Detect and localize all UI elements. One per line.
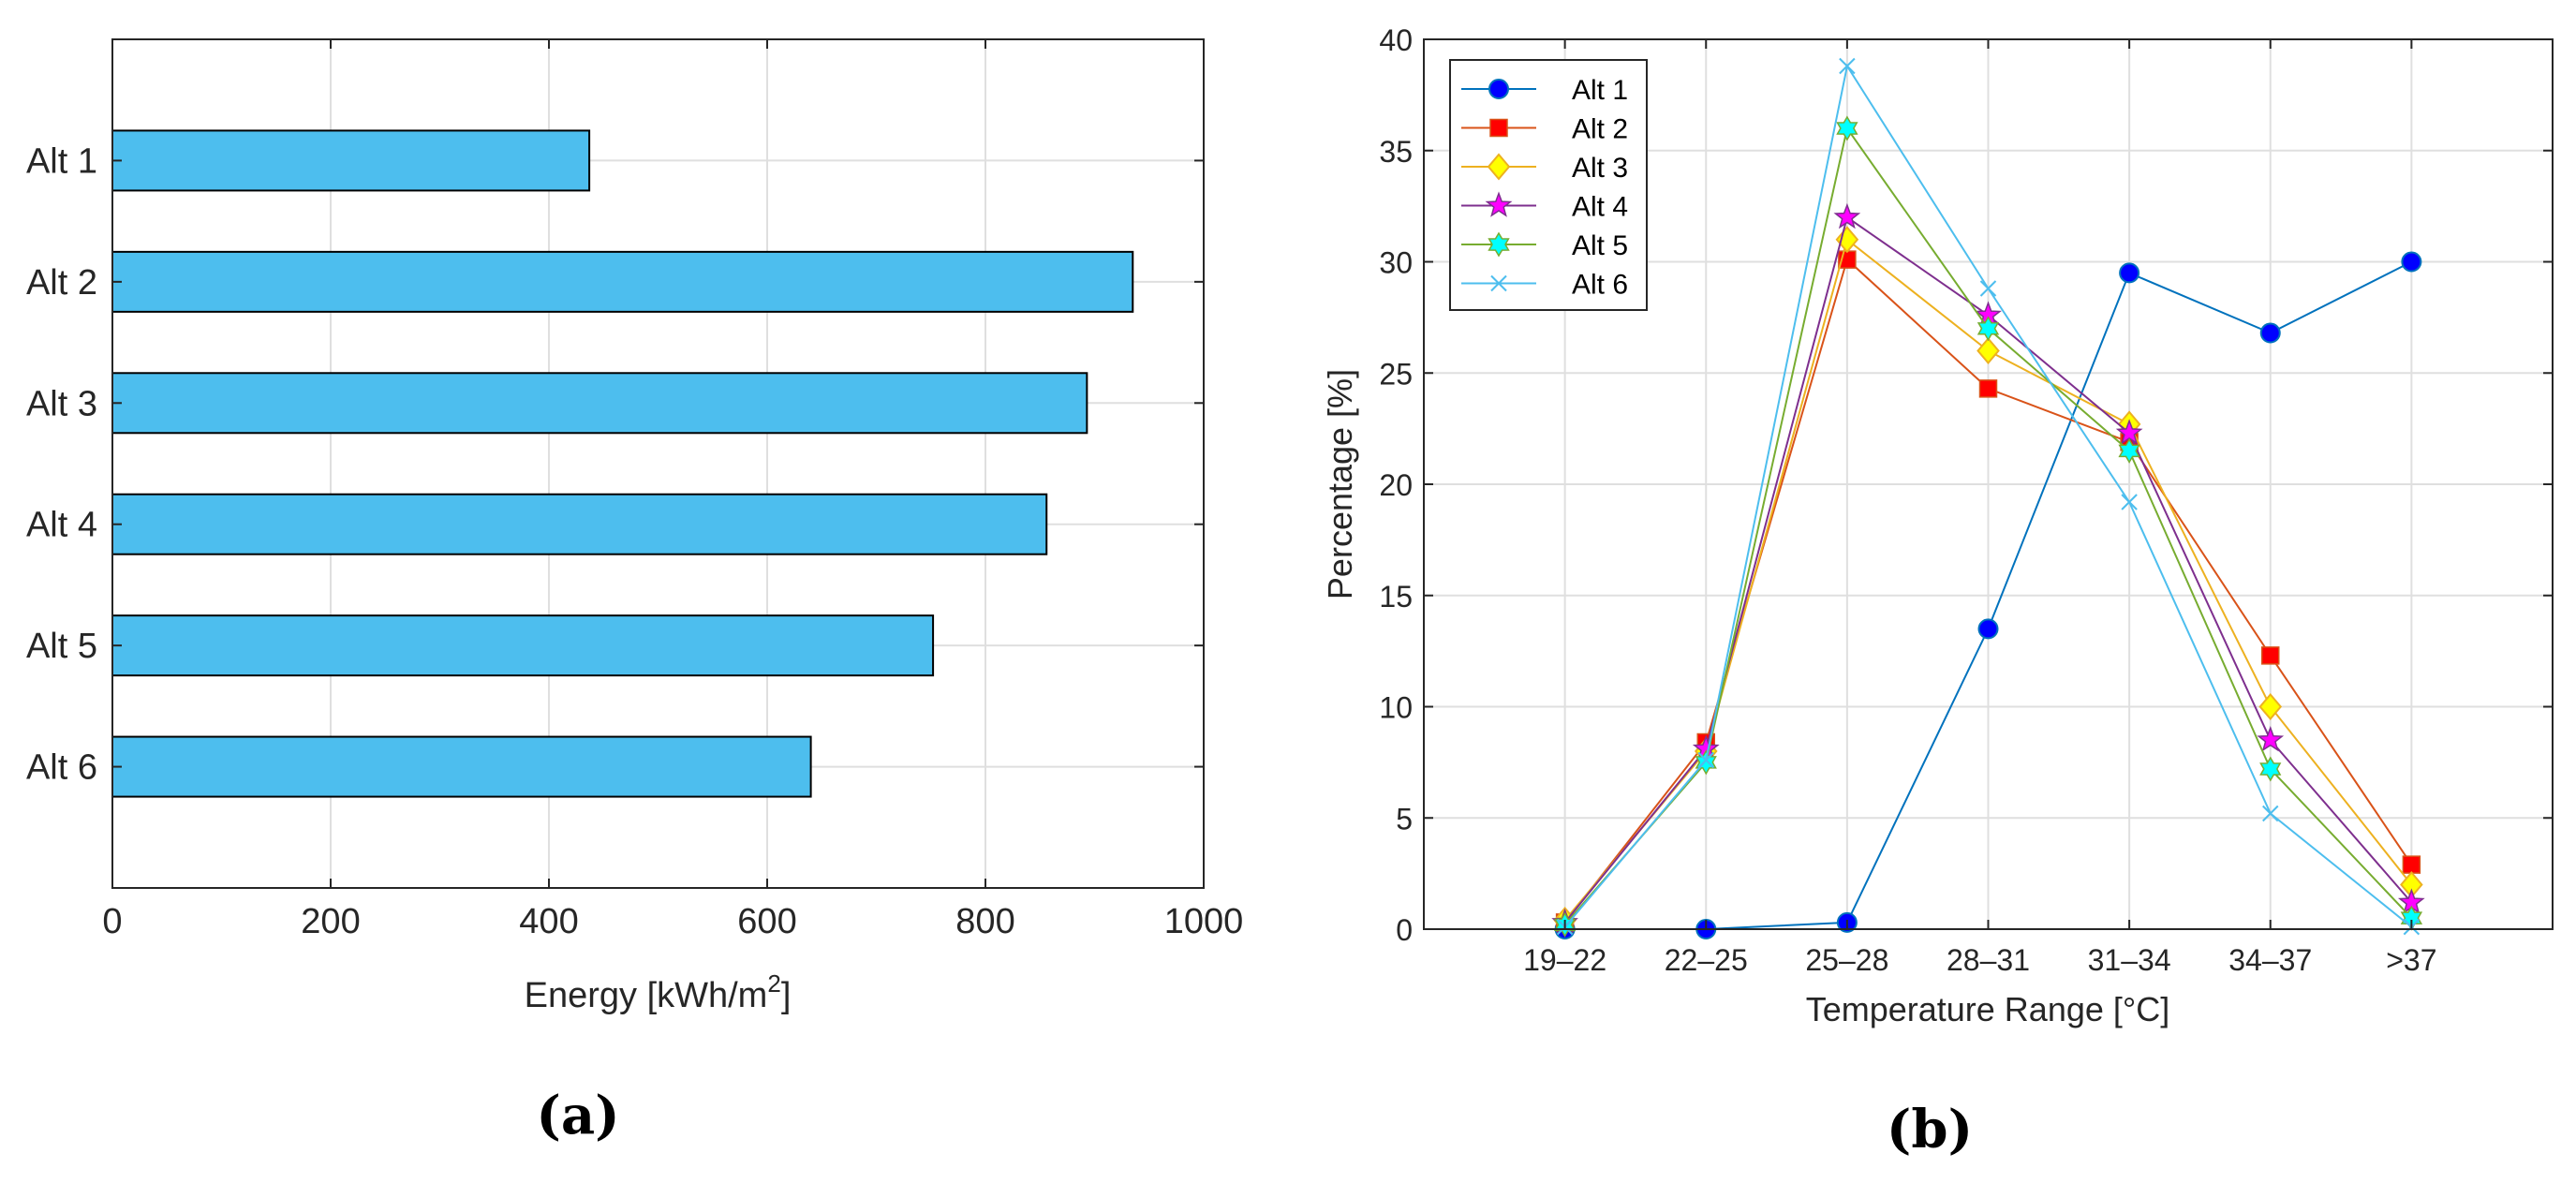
bar-alt-1	[111, 129, 591, 192]
data-point-alt-1	[2401, 251, 2422, 273]
x-tick-label: 1000	[1164, 902, 1244, 941]
bar-alt-4	[111, 493, 1048, 555]
y-tick-label: Alt 3	[26, 384, 97, 423]
legend-label: Alt 6	[1572, 270, 1628, 301]
data-point-alt-2	[2261, 646, 2280, 665]
y-tick-label: 15	[1379, 580, 1413, 614]
data-point-alt-1	[1977, 618, 1999, 640]
bar-chart-panel: 0 200 400 600 800 1000 Alt 1 Alt 2 Alt 3 Alt 4 Alt…	[26, 38, 1243, 1146]
data-point-alt-4	[2115, 419, 2143, 445]
legend-marker-alt-3	[1487, 153, 1511, 181]
legend-marker-alt-6	[1490, 274, 1507, 292]
legend-label: Alt 2	[1572, 114, 1628, 145]
data-point-alt-6	[2262, 805, 2279, 822]
line-chart-ticks: 0 5 10 15 20 25 30 35 40 19–22 22–25 25–28 28–31 31–3…	[1379, 23, 2553, 977]
line-chart-xlabel: Temperature Range [°C]	[1806, 990, 2170, 1028]
panel-label-b: (b)	[1887, 1099, 1973, 1161]
legend-box	[1449, 59, 1648, 311]
legend-marker-alt-2	[1489, 118, 1508, 138]
y-tick-label: Alt 5	[26, 627, 97, 666]
bar-chart-xlabel: Energy [kWh/m2]	[525, 969, 792, 1015]
x-marker-stroke	[2262, 805, 2279, 822]
y-tick-label: 30	[1379, 246, 1413, 280]
data-point-alt-2	[1978, 379, 1998, 398]
legend-label: Alt 1	[1572, 75, 1628, 106]
legend-marker-alt-1	[1488, 79, 1509, 99]
data-point-alt-5	[1836, 115, 1858, 141]
data-point-alt-6	[1697, 751, 1714, 769]
line-chart-series	[1551, 57, 2425, 939]
x-marker-stroke	[1979, 280, 1997, 297]
x-tick-label: 31–34	[2088, 943, 2171, 977]
y-tick-label: Alt 6	[26, 748, 97, 788]
data-point-alt-2	[2402, 855, 2421, 874]
bar-alt-5	[111, 614, 935, 677]
bar-alt-6	[111, 735, 812, 798]
y-tick-label: 0	[1396, 913, 1413, 947]
data-point-alt-5	[2259, 756, 2282, 782]
data-point-alt-5	[1695, 749, 1717, 776]
x-tick-label: 22–25	[1665, 943, 1748, 977]
legend-item-alt-4: Alt 4	[1461, 191, 1628, 223]
y-tick-label: Alt 1	[26, 141, 97, 181]
data-point-alt-5	[2118, 437, 2140, 464]
legend-item-alt-6: Alt 6	[1461, 270, 1628, 301]
legend-label: Alt 3	[1572, 153, 1628, 184]
y-tick-label: 10	[1379, 691, 1413, 725]
x-tick-label: >37	[2386, 943, 2436, 977]
x-tick-label: 28–31	[1947, 943, 2030, 977]
bar-chart-bars	[111, 129, 1134, 798]
bar-alt-2	[111, 250, 1134, 313]
data-point-alt-6	[1839, 57, 1856, 75]
data-point-alt-3	[2258, 692, 2283, 721]
x-tick-label: 800	[955, 902, 1014, 941]
bar-chart-ticks: 0 200 400 600 800 1000 Alt 1 Alt 2 Alt 3 Alt 4 Alt…	[26, 39, 1243, 941]
series-alt-6	[1556, 57, 2421, 936]
bar-chart-xlabel-end: ]	[781, 976, 792, 1015]
x-tick-label: 0	[102, 902, 122, 941]
x-tick-label: 19–22	[1523, 943, 1606, 977]
y-tick-label: 35	[1379, 135, 1413, 169]
data-point-alt-1	[2119, 262, 2140, 284]
legend-item-alt-2: Alt 2	[1461, 114, 1628, 145]
data-point-alt-5	[1976, 316, 2000, 342]
data-point-alt-6	[1979, 280, 1997, 297]
bar-chart-axes-box	[111, 38, 1205, 889]
line-chart-ylabel: Percentage [%]	[1321, 369, 1359, 599]
x-tick-label: 400	[519, 902, 578, 941]
data-point-alt-1	[2259, 322, 2281, 344]
data-point-alt-4	[1833, 202, 1861, 229]
bar-chart-xlabel-main: Energy [kWh/m	[525, 976, 768, 1015]
x-tick-label: 200	[301, 902, 360, 941]
bar-alt-3	[111, 372, 1088, 435]
bar-chart-xlabel-sup: 2	[767, 969, 780, 998]
x-marker-stroke	[2121, 494, 2138, 510]
x-marker-stroke	[1839, 57, 1856, 75]
data-point-alt-6	[2121, 494, 2138, 510]
panel-label-a: (a)	[536, 1085, 619, 1146]
y-tick-label: 5	[1396, 802, 1413, 835]
y-tick-label: 40	[1379, 23, 1413, 57]
y-tick-label: Alt 4	[26, 506, 97, 545]
legend-marker-alt-5	[1488, 231, 1510, 258]
line-chart-panel: 0 5 10 15 20 25 30 35 40 19–22 22–25 25–28 28–31 31–3…	[1321, 23, 2554, 1161]
x-tick-label: 34–37	[2228, 943, 2312, 977]
x-marker-stroke	[1490, 274, 1507, 292]
x-tick-label: 25–28	[1805, 943, 1888, 977]
y-tick-label: 20	[1379, 468, 1413, 502]
line-chart-legend: Alt 1 Alt 2 Alt 3 Alt 4 Alt 5 Alt 6	[1449, 59, 1648, 311]
data-point-alt-4	[2257, 725, 2285, 752]
legend-label: Alt 4	[1572, 192, 1628, 223]
data-point-alt-3	[1976, 336, 2000, 365]
x-tick-label: 600	[737, 902, 796, 941]
y-tick-label: 25	[1379, 357, 1413, 391]
x-marker-stroke	[1697, 751, 1714, 769]
legend-item-alt-5: Alt 5	[1461, 230, 1628, 261]
legend-item-alt-1: Alt 1	[1461, 75, 1628, 106]
legend-item-alt-3: Alt 3	[1461, 153, 1628, 184]
y-tick-label: Alt 2	[26, 263, 97, 303]
legend-marker-alt-4	[1485, 191, 1513, 217]
legend-label: Alt 5	[1572, 230, 1628, 261]
